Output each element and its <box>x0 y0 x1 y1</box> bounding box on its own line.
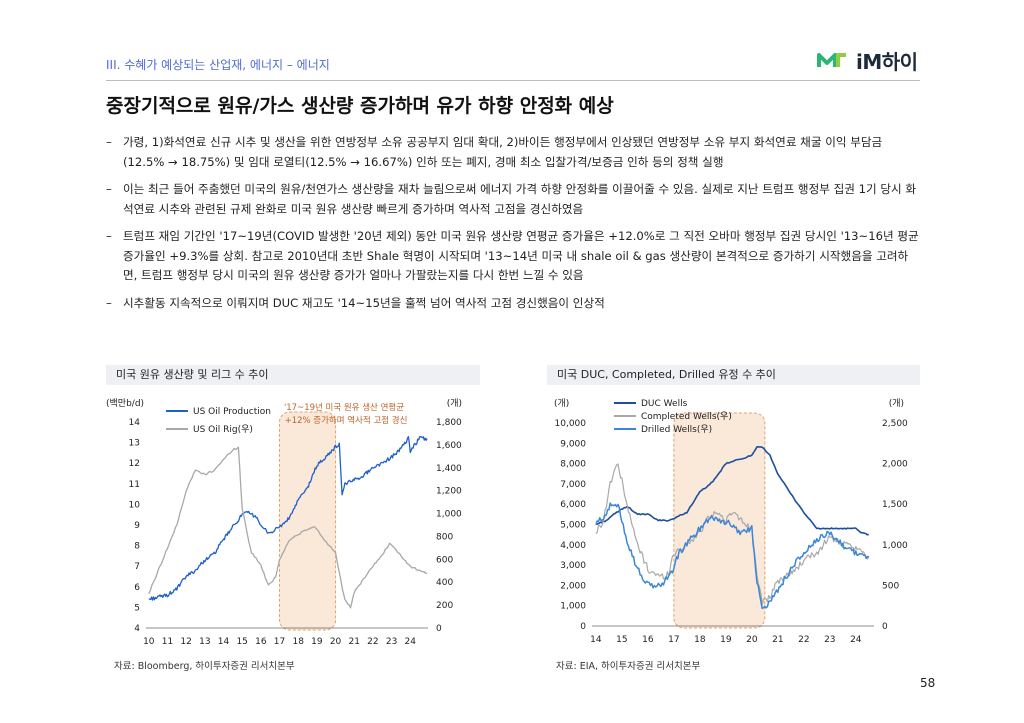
x-tick-label: 20 <box>746 635 758 645</box>
logo-mark-icon <box>817 53 846 67</box>
legend-label: US Oil Production <box>193 407 271 417</box>
y-tick-label: 13 <box>129 439 140 449</box>
y-axis-unit: (백만b/d) <box>106 398 144 409</box>
y-tick-label: 10,000 <box>555 419 587 429</box>
y2-tick-label: 2,500 <box>882 419 908 429</box>
y-tick-label: 3,000 <box>560 561 586 571</box>
x-tick-label: 12 <box>180 637 191 647</box>
y2-tick-label: 0 <box>882 622 888 632</box>
bullet-item: 트럼프 재임 기간인 '17~19년(COVID 발생한 '20년 제외) 동안… <box>106 227 920 286</box>
x-tick-label: 22 <box>367 637 378 647</box>
y2-tick-label: 1,600 <box>436 441 462 451</box>
series-line-duc-wells <box>595 445 869 536</box>
y-tick-label: 9 <box>134 521 140 531</box>
y2-tick-label: 800 <box>436 532 453 542</box>
y-tick-label: 4,000 <box>560 541 586 551</box>
page-number: 58 <box>920 676 936 690</box>
y-tick-label: 9,000 <box>560 439 586 449</box>
left-chart-title: 미국 원유 생산량 및 리그 수 추이 <box>106 365 480 385</box>
highlight-region <box>279 411 337 631</box>
bullet-list: 가령, 1)화석연료 신규 시추 및 생산을 위한 연방정부 소유 공공부지 임… <box>106 133 920 321</box>
y-axis-unit: (개) <box>554 398 569 409</box>
x-tick-label: 17 <box>274 637 285 647</box>
y-tick-label: 6 <box>134 583 140 593</box>
x-tick-label: 15 <box>616 635 627 645</box>
y-tick-label: 11 <box>129 480 140 490</box>
x-tick-label: 17 <box>668 635 679 645</box>
section-label: III. 수혜가 예상되는 산업재, 에너지 – 에너지 <box>106 58 330 72</box>
y-tick-label: 0 <box>580 622 586 632</box>
x-tick-label: 11 <box>162 637 173 647</box>
x-tick-label: 14 <box>218 637 230 647</box>
y2-tick-label: 1,500 <box>882 500 908 510</box>
y2-tick-label: 200 <box>436 601 453 611</box>
y2-tick-label: 1,800 <box>436 418 462 428</box>
x-tick-label: 13 <box>199 637 210 647</box>
y2-tick-label: 2,000 <box>882 460 908 470</box>
legend-label: Completed Wells(우) <box>641 411 732 422</box>
x-tick-label: 20 <box>330 637 342 647</box>
y2-tick-label: 1,200 <box>436 487 462 497</box>
x-tick-label: 18 <box>694 635 706 645</box>
x-tick-label: 23 <box>386 637 397 647</box>
oil-production-rig-chart: 4 5 6 7 8 9 10 11 12 13 14 0 200 400 600 800 1,000 1,200 1… <box>106 398 462 647</box>
legend-label: Drilled Wells(우) <box>641 424 712 435</box>
x-tick-label: 24 <box>850 635 862 645</box>
duc-wells-chart: 0 1,000 2,000 3,000 4,000 5,000 6,000 7,000 8,00… <box>554 398 908 645</box>
x-tick-label: 15 <box>236 637 247 647</box>
x-tick-label: 24 <box>405 637 417 647</box>
legend-label: DUC Wells <box>641 399 688 409</box>
x-tick-label: 16 <box>642 635 654 645</box>
y-tick-label: 6,000 <box>560 500 586 510</box>
x-tick-label: 10 <box>143 637 155 647</box>
right-chart-title: 미국 DUC, Completed, Drilled 유정 수 추이 <box>547 365 920 385</box>
x-tick-label: 19 <box>720 635 732 645</box>
y2-tick-label: 0 <box>436 624 442 634</box>
y-tick-label: 5,000 <box>560 521 586 531</box>
y2-axis-unit: (개) <box>889 398 904 409</box>
legend-label: US Oil Rig(우) <box>193 424 253 435</box>
right-chart-source: 자료: EIA, 하이투자증권 리서치본부 <box>556 661 701 672</box>
y-tick-label: 7 <box>134 562 140 572</box>
y-tick-label: 5 <box>134 603 140 613</box>
y-tick-label: 8,000 <box>560 460 586 470</box>
x-tick-label: 21 <box>772 635 783 645</box>
y2-tick-label: 500 <box>882 581 899 591</box>
brand-logo: iM하이 <box>816 46 918 74</box>
series-line-us-oil-production <box>148 436 428 601</box>
bullet-item: 시추활동 지속적으로 이뤄지며 DUC 재고도 '14~15년을 훌쩍 넘어 역… <box>106 294 920 314</box>
header-divider <box>106 80 920 81</box>
y-tick-label: 10 <box>129 500 141 510</box>
y-tick-label: 12 <box>129 459 140 469</box>
bullet-item: 이는 최근 들어 주춤했던 미국의 원유/천연가스 생산량을 재차 늘림으로써 … <box>106 180 920 219</box>
left-chart-source: 자료: Bloomberg, 하이투자증권 리서치본부 <box>114 661 295 672</box>
x-tick-label: 14 <box>590 635 602 645</box>
logo-text: iM하이 <box>856 49 918 74</box>
y-tick-label: 8 <box>134 542 140 552</box>
x-tick-label: 21 <box>349 637 360 647</box>
y2-axis-unit: (개) <box>447 398 462 409</box>
x-tick-label: 19 <box>311 637 323 647</box>
x-tick-label: 16 <box>255 637 267 647</box>
y-tick-label: 14 <box>129 418 141 428</box>
y2-tick-label: 600 <box>436 555 453 565</box>
x-tick-label: 22 <box>798 635 809 645</box>
bullet-item: 가령, 1)화석연료 신규 시추 및 생산을 위한 연방정부 소유 공공부지 임… <box>106 133 920 172</box>
y-tick-label: 4 <box>134 624 140 634</box>
series-line-drilled-wells <box>595 502 870 610</box>
x-tick-label: 18 <box>292 637 304 647</box>
series-line-us-oil-rig <box>148 446 428 609</box>
page-title: 중장기적으로 원유/가스 생산량 증가하며 유가 하향 안정화 예상 <box>106 95 614 117</box>
annotation-line-2: +12% 증가하며 역사적 고점 경신 <box>285 415 408 426</box>
y2-tick-label: 400 <box>436 578 453 588</box>
x-tick-label: 23 <box>824 635 835 645</box>
annotation-line-1: '17~19년 미국 원유 생산 연평균 <box>284 402 404 413</box>
y-tick-label: 7,000 <box>560 480 586 490</box>
y-tick-label: 2,000 <box>560 581 586 591</box>
y2-tick-label: 1,000 <box>436 510 462 520</box>
y-tick-label: 1,000 <box>560 602 586 612</box>
y2-tick-label: 1,400 <box>436 464 462 474</box>
y2-tick-label: 1,000 <box>882 541 908 551</box>
series-line-completed-wells <box>595 463 870 606</box>
